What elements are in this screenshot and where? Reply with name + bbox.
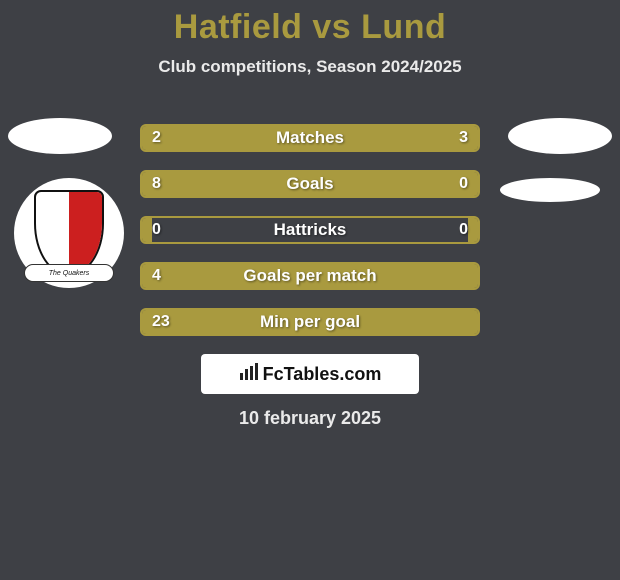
bar-value-right: 0: [459, 172, 468, 196]
page-subtitle: Club competitions, Season 2024/2025: [0, 57, 620, 77]
bar-row-goals: 8 Goals 0: [140, 170, 480, 198]
bar-row-hattricks: 0 Hattricks 0: [140, 216, 480, 244]
team-left-logo-ellipse: [8, 118, 112, 154]
page-title: Hatfield vs Lund: [0, 0, 620, 47]
team-right-logo-ellipse-small: [500, 178, 600, 202]
bar-row-min-per-goal: 23 Min per goal: [140, 308, 480, 336]
badge-banner-text: The Quakers: [24, 264, 114, 282]
bar-value-right: 3: [459, 126, 468, 150]
bar-label: Min per goal: [142, 310, 478, 334]
bar-row-goals-per-match: 4 Goals per match: [140, 262, 480, 290]
bar-label: Hattricks: [142, 218, 478, 242]
bar-value-right: 0: [459, 218, 468, 242]
brand-box: FcTables.com: [201, 354, 419, 394]
team-left-club-badge: The Quakers: [14, 178, 124, 288]
brand-text: FcTables.com: [263, 364, 382, 385]
bar-label: Goals per match: [142, 264, 478, 288]
bar-row-matches: 2 Matches 3: [140, 124, 480, 152]
team-right-logo-ellipse: [508, 118, 612, 154]
bar-chart-icon: [239, 363, 261, 386]
comparison-bars: 2 Matches 3 8 Goals 0 0 Hattricks 0 4 Go…: [140, 124, 480, 354]
footer-date: 10 february 2025: [0, 408, 620, 429]
bar-label: Goals: [142, 172, 478, 196]
bar-label: Matches: [142, 126, 478, 150]
